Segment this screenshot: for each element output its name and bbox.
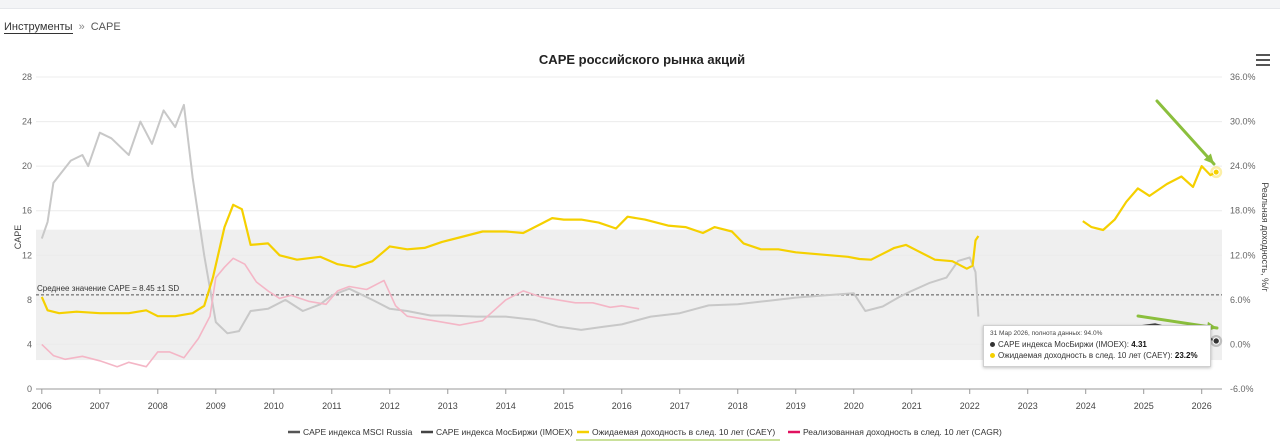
tooltip-dot-caey [990,353,995,359]
legend-label: Реализованная доходность в след. 10 лет … [803,427,1002,437]
y-tick-label: 16 [22,206,32,216]
tooltip-row-imoex: CAPE индекса МосБиржи (IMOEX): 4.31 [990,339,1204,350]
tooltip-imoex-value: 4.31 [1131,340,1147,349]
green-arrow-caey [1155,99,1216,166]
y-tick-label: 8 [27,295,32,305]
x-tick-label: 2007 [90,401,110,411]
tooltip-dot-imoex [990,342,995,348]
top-bar [0,0,1280,9]
legend: CAPE индекса MSCI Russia CAPE индекса Мос… [288,427,1002,441]
y-right-tick-label: 6.0% [1230,295,1251,305]
x-tick-label: 2017 [670,401,690,411]
x-tick-label: 2018 [728,401,748,411]
series-line-msci [40,103,980,335]
green-arrow-caey-head [1203,153,1214,164]
x-tick-label: 2016 [612,401,632,411]
breadcrumb: Инструменты » CAPE [4,21,121,34]
y-tick-label: 28 [22,72,32,82]
x-tick-label: 2022 [960,401,980,411]
y-tick-label: 12 [22,250,32,260]
breadcrumb-current: CAPE [90,21,121,33]
x-tick-label: 2023 [1018,401,1038,411]
x-tick-label: 2026 [1192,401,1212,411]
legend-label: Ожидаемая доходность в след. 10 лет (CAE… [592,427,775,437]
x-tick-label: 2011 [322,401,341,411]
tooltip-row-caey: Ожидаемая доходность в след. 10 лет (CAE… [990,350,1204,361]
chart-title: CAPE российского рынка акций [539,52,745,67]
series-line-cagr [41,257,640,368]
y-right-tick-label: 30.0% [1230,117,1256,127]
breadcrumb-separator: » [78,21,85,33]
y-tick-label: 20 [22,161,32,171]
y-tick-label: 4 [27,339,32,349]
y-right-tick-label: 24.0% [1230,161,1256,171]
y-right-axis-title: Реальная доходность, %/г [1260,182,1270,292]
y-axis-title: CAPE [13,225,23,250]
x-tick-label: 2020 [844,401,864,411]
y-right-tick-label: -6.0% [1230,384,1254,394]
chart-menu-icon[interactable] [1256,54,1270,66]
x-tick-label: 2021 [902,401,922,411]
x-tick-label: 2013 [438,401,458,411]
y-tick-label: 24 [22,117,32,127]
tooltip-caey-value: 23.2% [1174,351,1198,360]
y-right-tick-label: 18.0% [1230,206,1256,216]
tooltip-date: 31 Мар 2026, полнота данных: 94.0% [990,330,1103,337]
y-right-tick-label: 0.0% [1230,339,1251,349]
caey-hover-point [1212,168,1220,176]
tooltip-caey-label: Ожидаемая доходность в след. 10 лет (CAE… [998,351,1173,360]
x-tick-label: 2006 [32,401,52,411]
x-tick-label: 2014 [496,401,516,411]
x-tick-label: 2019 [786,401,806,411]
tooltip-imoex-label: CAPE индекса МосБиржи (IMOEX): [998,340,1130,349]
breadcrumb-home-link[interactable]: Инструменты [4,21,73,34]
y-right-tick-label: 12.0% [1230,250,1256,260]
mean-label: Среднее значение CAPE = 8.45 ±1 SD [37,284,179,293]
legend-label: CAPE индекса МосБиржи (IMOEX) [436,427,573,437]
x-tick-label: 2008 [148,401,168,411]
y-tick-label: 0 [27,384,32,394]
legend-label: CAPE индекса MSCI Russia [303,427,413,437]
imoex-hover-point [1212,337,1220,345]
x-tick-label: 2010 [264,401,284,411]
x-tick-label: 2012 [380,401,400,411]
y-right-tick-label: 36.0% [1230,72,1256,82]
series-line-caey [40,165,1217,318]
x-tick-label: 2025 [1134,401,1154,411]
cape-chart: CAPE российского рынка акций 04812162024… [13,52,1270,441]
axes: 0481216202428-6.0%0.0%6.0%12.0%18.0%24.0… [13,72,1270,411]
x-tick-label: 2015 [554,401,574,411]
tooltip: 31 Мар 2026, полнота данных: 94.0% CAPE … [983,325,1211,367]
x-tick-label: 2009 [206,401,226,411]
x-tick-label: 2024 [1076,401,1096,411]
